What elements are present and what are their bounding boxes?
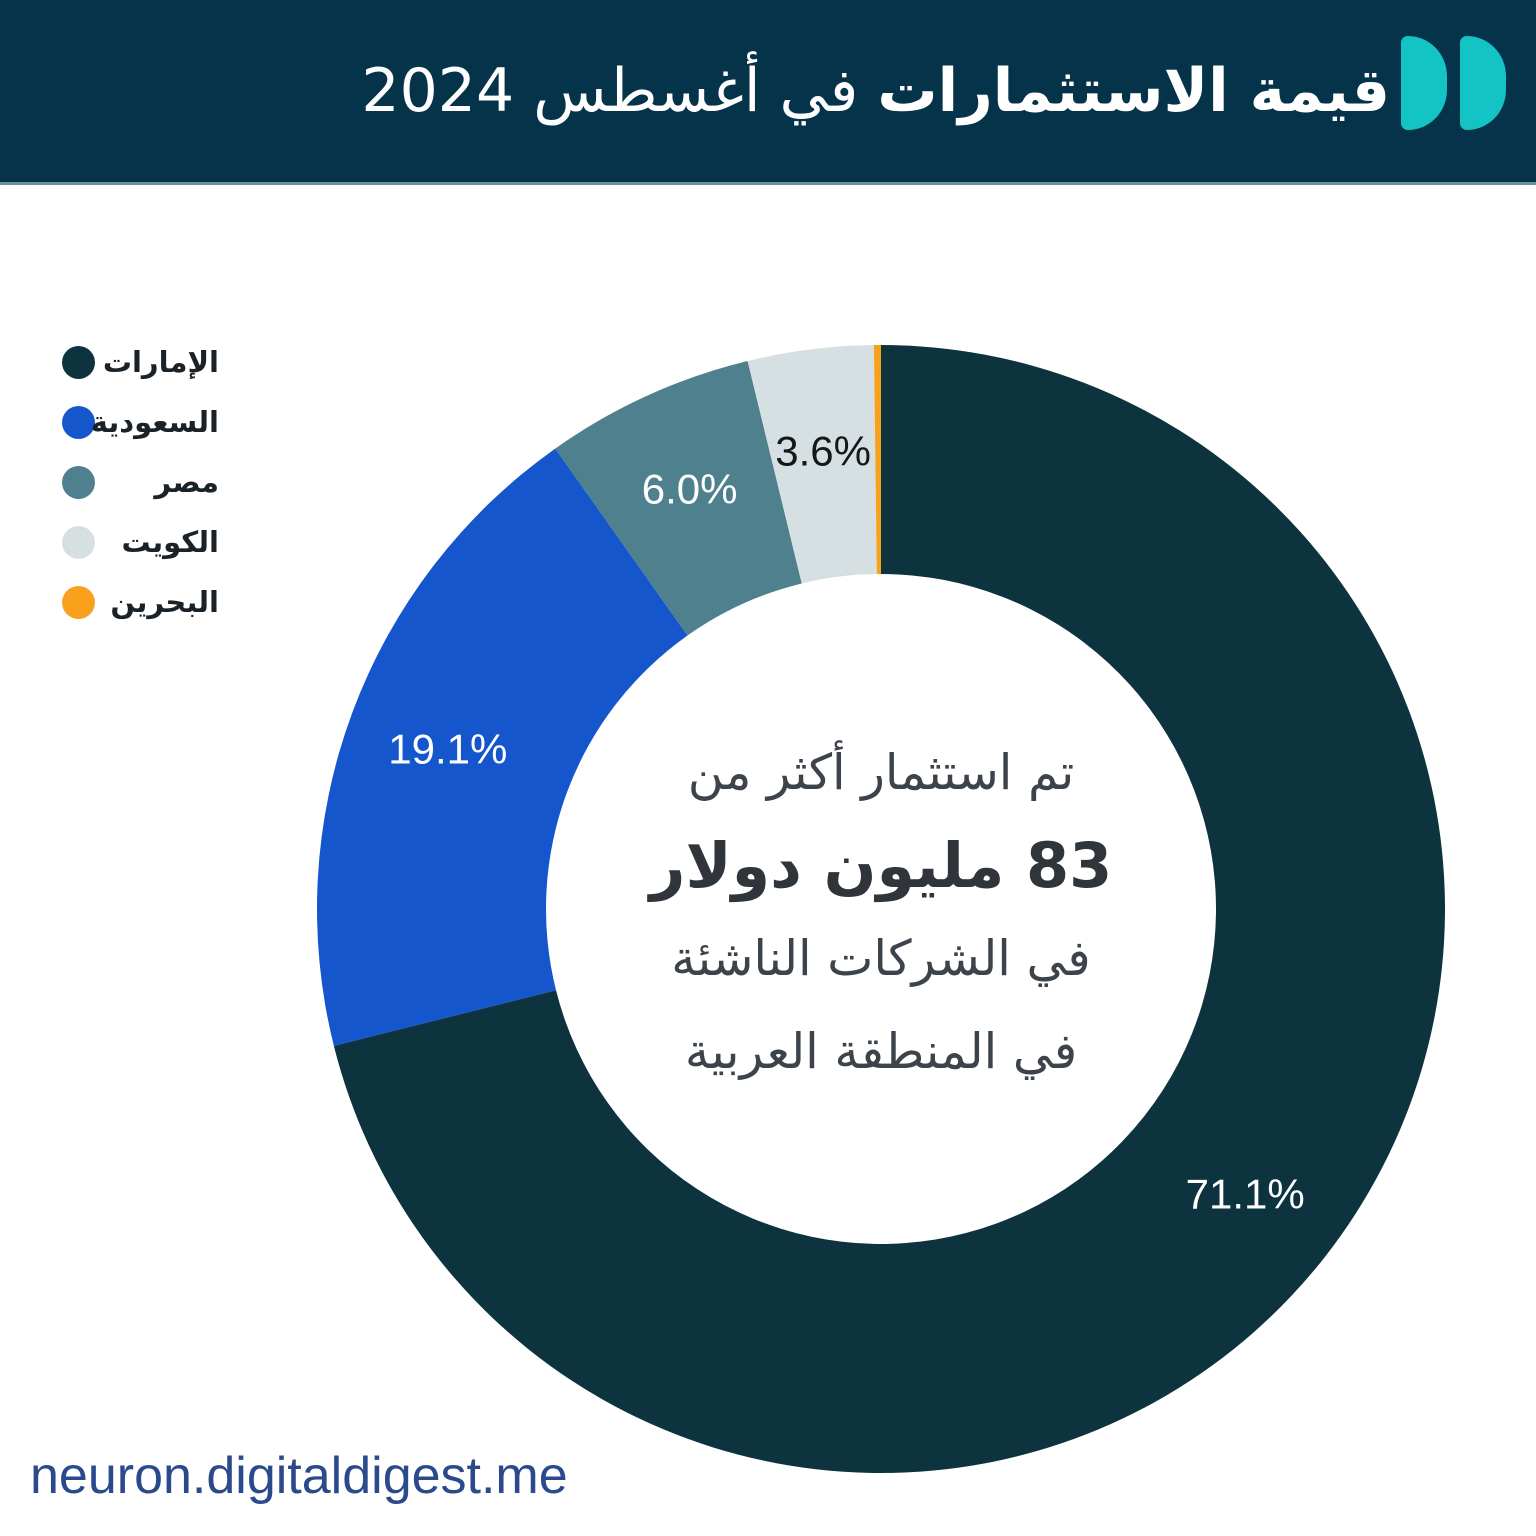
source-url: neuron.digitaldigest.me (30, 1447, 568, 1505)
donut-segment-2 (555, 361, 802, 636)
legend-label: الكويت (121, 525, 219, 559)
segment-percent-label-3: 3.6% (775, 428, 871, 475)
annotation-line-2: 83 مليون دولار (649, 828, 1113, 902)
page-title-bold: قيمة الاستثمارات (877, 56, 1390, 126)
page-title: قيمة الاستثمارات في أغسطس 2024 (361, 58, 1390, 124)
digital-digest-logo-icon (1401, 36, 1507, 130)
annotation-line-1: تم استثمار أكثر من (687, 743, 1075, 801)
donut-center-annotation: تم استثمار أكثر من 83 مليون دولار في الش… (561, 726, 1201, 1098)
legend-item-4: البحرين (62, 586, 219, 619)
page-title-regular: في أغسطس 2024 (361, 56, 878, 126)
legend-swatch-icon (62, 406, 95, 439)
legend-swatch-icon (62, 586, 95, 619)
donut-segment-0 (333, 345, 1446, 1473)
legend-swatch-icon (62, 526, 95, 559)
annotation-line-4: في المنطقة العربية (684, 1023, 1078, 1081)
segment-percent-label-0: 71.1% (1186, 1170, 1305, 1217)
legend-item-3: الكويت (62, 526, 219, 559)
legend-label: الإمارات (102, 345, 219, 379)
legend-label: البحرين (110, 585, 219, 619)
chart-legend: الإمارات السعودية مصر الكويت البحرين (62, 346, 219, 619)
segment-percent-label-1: 19.1% (388, 725, 507, 772)
donut-segment-3 (747, 345, 877, 584)
legend-label: مصر (154, 465, 219, 499)
legend-swatch-icon (62, 346, 95, 379)
legend-item-2: مصر (62, 466, 219, 499)
donut-segment-1 (316, 448, 688, 1046)
donut-segment-4 (873, 344, 881, 575)
legend-item-1: السعودية (62, 406, 219, 439)
header-bar: قيمة الاستثمارات في أغسطس 2024 (0, 0, 1536, 185)
legend-label: السعودية (90, 405, 219, 439)
legend-item-0: الإمارات (62, 346, 219, 379)
legend-swatch-icon (62, 466, 95, 499)
segment-percent-label-2: 6.0% (642, 466, 738, 513)
annotation-line-3: في الشركات الناشئة (671, 929, 1091, 987)
